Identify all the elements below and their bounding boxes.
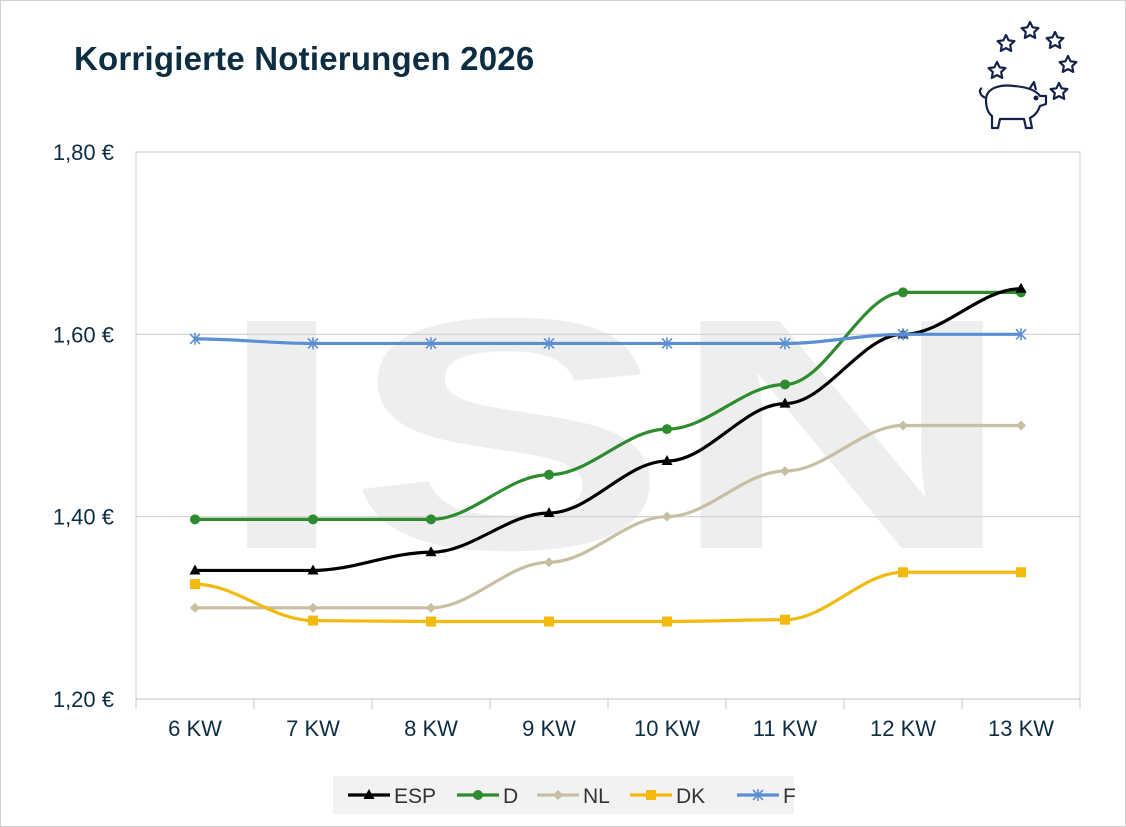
series-line xyxy=(194,332,1021,346)
watermark-text: ISN xyxy=(215,249,1015,618)
series-nl xyxy=(190,420,1026,613)
legend-item-esp: ESP xyxy=(348,785,436,808)
x-tick-label: 9 KW xyxy=(522,716,576,741)
data-point xyxy=(544,616,554,627)
data-point xyxy=(779,397,791,408)
legend-label: ESP xyxy=(394,785,436,808)
star-icon xyxy=(996,33,1016,53)
data-point xyxy=(308,602,318,613)
data-point xyxy=(189,332,201,345)
legend-marker xyxy=(473,790,483,800)
series-line xyxy=(195,423,1022,610)
data-point xyxy=(898,567,908,578)
legend-marker xyxy=(553,790,563,800)
data-point xyxy=(1015,328,1027,341)
data-point xyxy=(1016,567,1026,578)
data-point xyxy=(543,507,555,518)
x-tick-label: 6 KW xyxy=(168,716,222,741)
watermark: ISN xyxy=(215,249,1015,618)
series-f xyxy=(189,328,1027,350)
series-dk xyxy=(190,567,1026,627)
pig-with-stars-icon xyxy=(978,20,1078,130)
data-point xyxy=(1015,282,1027,293)
legend: ESP D NL DK F xyxy=(333,776,796,814)
legend-label: NL xyxy=(583,785,610,808)
x-tick-label: 12 KW xyxy=(870,716,936,741)
legend-item-d: D xyxy=(457,785,518,808)
data-point xyxy=(190,602,200,613)
x-tick-label: 11 KW xyxy=(753,716,818,741)
data-point xyxy=(780,379,790,390)
data-point xyxy=(661,337,673,350)
x-axis: 6 KW 7 KW 8 KW 9 KW 10 KW 11 KW 12 KW 13 KW xyxy=(135,699,1081,741)
data-point xyxy=(779,337,791,350)
data-point xyxy=(426,602,436,613)
y-tick-label: 1,60 € xyxy=(53,322,114,347)
data-point xyxy=(189,564,201,575)
y-axis: 1,20 € 1,40 € 1,60 € 1,80 € xyxy=(53,140,114,712)
data-point xyxy=(308,514,318,525)
legend-marker xyxy=(752,789,764,801)
chart-title: Korrigierte Notierungen 2026 xyxy=(74,40,535,77)
legend-marker xyxy=(363,789,375,799)
data-point xyxy=(308,615,318,626)
legend-item-dk: DK xyxy=(630,785,705,808)
data-point xyxy=(662,424,672,435)
data-point xyxy=(425,337,437,350)
x-tick-label: 8 KW xyxy=(404,716,458,741)
data-point xyxy=(661,455,673,466)
series-line xyxy=(194,570,1021,624)
x-tick-label: 13 KW xyxy=(988,716,1054,741)
legend-label: F xyxy=(783,785,796,808)
data-point xyxy=(307,337,319,350)
legend-item-nl: NL xyxy=(537,785,610,808)
data-point xyxy=(544,557,554,568)
legend-label: DK xyxy=(676,785,705,808)
data-point xyxy=(190,579,200,590)
legend-marker xyxy=(646,790,656,800)
data-point xyxy=(780,466,790,477)
data-point xyxy=(543,337,555,350)
data-point xyxy=(1016,420,1026,431)
data-point xyxy=(662,511,672,522)
star-icon xyxy=(1045,30,1065,50)
y-tick-label: 1,40 € xyxy=(53,505,114,530)
star-icon xyxy=(1049,81,1069,101)
data-point xyxy=(898,287,908,298)
y-tick-label: 1,20 € xyxy=(53,687,114,712)
data-point xyxy=(307,564,319,575)
series-line xyxy=(195,287,1022,573)
series-line xyxy=(195,290,1021,522)
series-layer xyxy=(189,282,1027,627)
data-point xyxy=(898,420,908,431)
star-icon xyxy=(1058,54,1078,74)
data-point xyxy=(780,614,790,625)
star-icon xyxy=(987,60,1007,80)
star-icon xyxy=(1020,20,1040,40)
data-point xyxy=(662,616,672,627)
data-point xyxy=(426,616,436,627)
y-tick-label: 1,80 € xyxy=(53,140,114,165)
data-point xyxy=(897,328,909,341)
series-d xyxy=(190,287,1026,525)
data-point xyxy=(426,514,436,525)
data-point xyxy=(190,514,200,525)
data-point xyxy=(544,469,554,480)
x-tick-label: 7 KW xyxy=(286,716,340,741)
legend-item-f: F xyxy=(737,785,796,808)
x-tick-label: 10 KW xyxy=(634,716,700,741)
legend-label: D xyxy=(503,785,518,808)
data-point xyxy=(425,546,437,557)
